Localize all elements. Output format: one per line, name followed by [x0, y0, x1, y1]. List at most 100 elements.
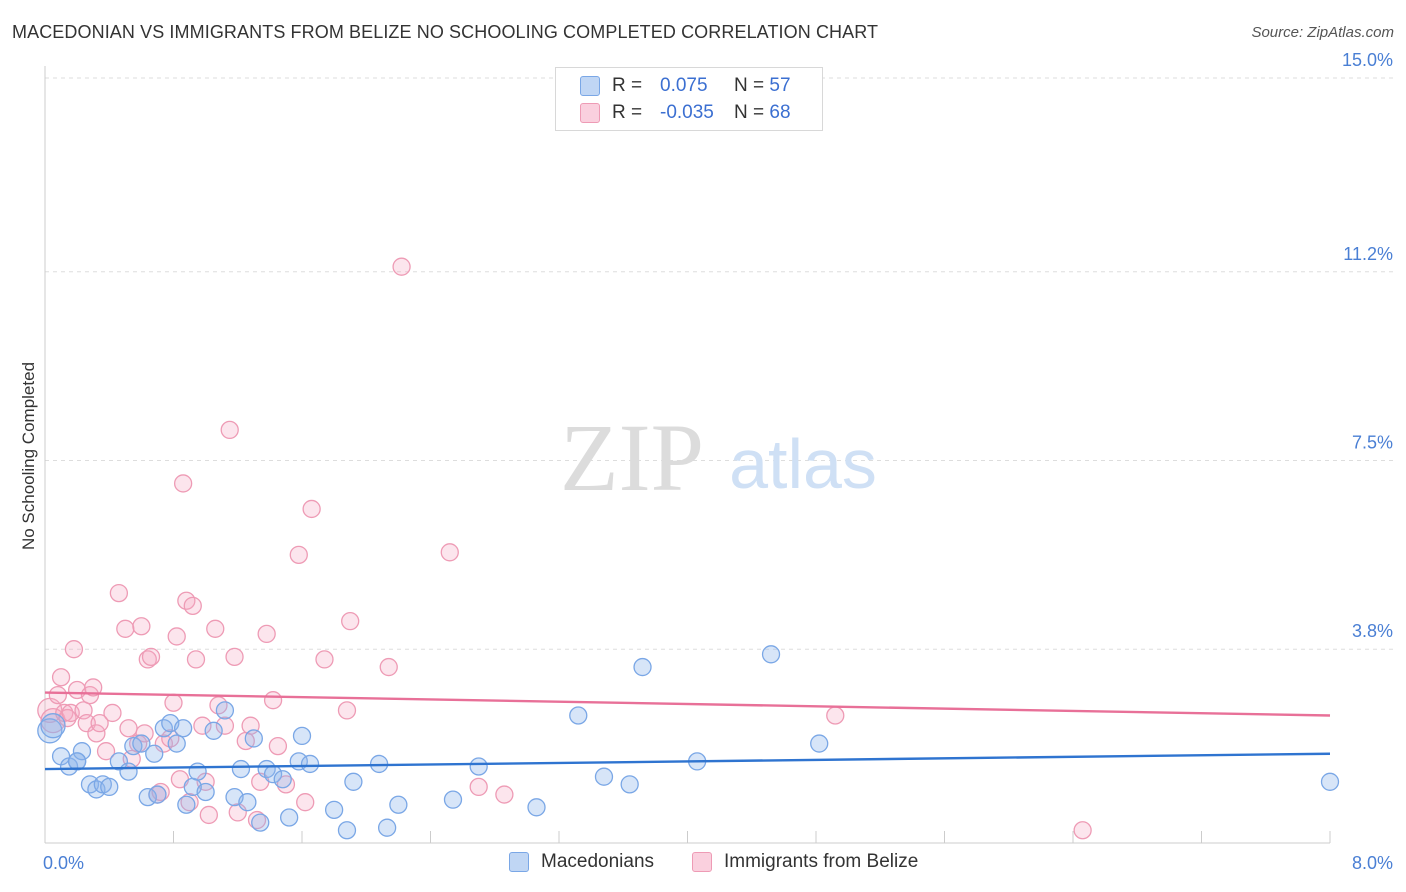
belize-point: [51, 668, 71, 687]
legend-n-value: 68: [769, 102, 791, 123]
legend-row-macedonians: R = 0.075 N = 57: [580, 74, 791, 98]
belize-point: [141, 647, 161, 666]
belize-point: [173, 474, 193, 493]
macedonian-point: [100, 777, 119, 797]
macedonian-point: [251, 813, 270, 832]
tick-labels: 3.8% 7.5% 11.2% 15.0% 0.0% 8.0%: [43, 50, 1393, 873]
y-axis-label: No Schooling Completed: [19, 362, 38, 550]
macedonian-point: [72, 742, 92, 761]
gridlines: [45, 77, 1393, 650]
macedonian-point: [300, 754, 320, 774]
belize-point: [341, 612, 360, 631]
macedonian-point: [569, 706, 588, 725]
macedonian-point: [279, 808, 299, 827]
belize-point: [199, 805, 218, 825]
belize-point: [440, 543, 459, 562]
legend-n-label: N =: [734, 75, 765, 96]
legend-item-macedonians[interactable]: Macedonians: [509, 851, 654, 873]
belize-point: [337, 701, 357, 720]
belize-point: [263, 691, 283, 710]
macedonian-point: [337, 821, 357, 840]
macedonian-point: [594, 767, 614, 786]
macedonian-point: [145, 744, 164, 763]
belize-point: [296, 793, 315, 812]
watermark-atlas: atlas: [729, 425, 877, 503]
belize-point: [87, 724, 106, 743]
macedonian-point: [761, 645, 781, 664]
legend-swatch-pink: [692, 852, 712, 872]
belize-point: [116, 619, 135, 638]
belize-point: [186, 650, 206, 669]
macedonian-point: [273, 770, 292, 789]
belize-point: [48, 685, 67, 705]
watermark: ZIP atlas: [560, 404, 877, 511]
macedonian-point: [1320, 772, 1340, 791]
belize-point: [247, 810, 267, 830]
trend-lines: [44, 691, 1331, 771]
macedonian-point: [40, 713, 66, 739]
macedonian-point: [810, 734, 829, 753]
trend-line-macedonians: [44, 752, 1331, 771]
macedonian-point: [67, 752, 87, 771]
belize-point: [109, 583, 129, 603]
belize-point: [90, 714, 109, 733]
y-tick-label: 7.5%: [1352, 433, 1393, 453]
belize-point: [469, 777, 488, 797]
belize-point: [826, 706, 845, 725]
belize-point: [58, 708, 77, 728]
macedonian-point: [443, 790, 463, 809]
macedonian-point: [196, 782, 215, 802]
belize-point: [183, 596, 202, 615]
legend-row-belize: R = -0.035 N = 68: [580, 101, 791, 125]
legend-n-value: 57: [769, 75, 791, 96]
macedonian-point: [177, 795, 196, 814]
macedonian-point: [292, 726, 312, 746]
belize-point: [225, 647, 244, 666]
belize-point: [135, 724, 154, 743]
macedonian-point: [633, 657, 652, 677]
series-macedonians-points: [37, 645, 1340, 840]
belize-point: [193, 716, 212, 735]
macedonian-point: [204, 721, 223, 740]
legend-n: N = 68: [734, 102, 791, 124]
legend-r-label: R =: [612, 75, 643, 96]
macedonian-point: [389, 795, 408, 814]
x-tick-label-max: 8.0%: [1352, 853, 1393, 873]
macedonian-point: [215, 701, 235, 720]
macedonian-point: [188, 762, 207, 781]
correlation-legend: R = 0.075 N = 57 R = -0.035 N = 68: [555, 67, 823, 131]
macedonian-point: [324, 800, 344, 819]
belize-point: [64, 640, 84, 659]
belize-point: [302, 499, 321, 519]
macedonian-point: [119, 762, 138, 781]
belize-point: [84, 678, 103, 697]
source-label: Source: ZipAtlas.com: [1251, 24, 1394, 41]
y-tick-label: 11.2%: [1343, 244, 1393, 264]
belize-point: [164, 693, 183, 712]
y-tick-label: 3.8%: [1352, 621, 1393, 641]
legend-r-value: -0.035: [660, 102, 714, 123]
macedonian-point: [173, 719, 193, 738]
belize-point: [138, 650, 157, 669]
macedonian-point: [231, 759, 251, 779]
belize-point: [167, 627, 186, 646]
macedonian-point: [527, 798, 546, 817]
macedonian-point: [132, 734, 151, 753]
macedonian-point: [244, 729, 263, 748]
macedonian-point: [167, 734, 186, 753]
y-tick-label: 15.0%: [1342, 50, 1393, 70]
legend-swatch-pink: [580, 103, 600, 123]
macedonian-point: [469, 757, 488, 776]
belize-point: [103, 703, 122, 723]
legend-n: N = 57: [734, 75, 791, 97]
legend-r-label: R =: [612, 102, 643, 123]
macedonian-point: [344, 772, 363, 791]
belize-point: [96, 742, 116, 761]
belize-point: [215, 716, 235, 735]
macedonian-point: [238, 793, 257, 812]
legend-item-belize[interactable]: Immigrants from Belize: [692, 851, 918, 873]
series-legend: Macedonians Immigrants from Belize: [0, 851, 1406, 879]
series-belize-points: [37, 257, 1092, 840]
legend-label-macedonians: Macedonians: [541, 851, 655, 872]
legend-r-value: 0.075: [660, 75, 708, 96]
